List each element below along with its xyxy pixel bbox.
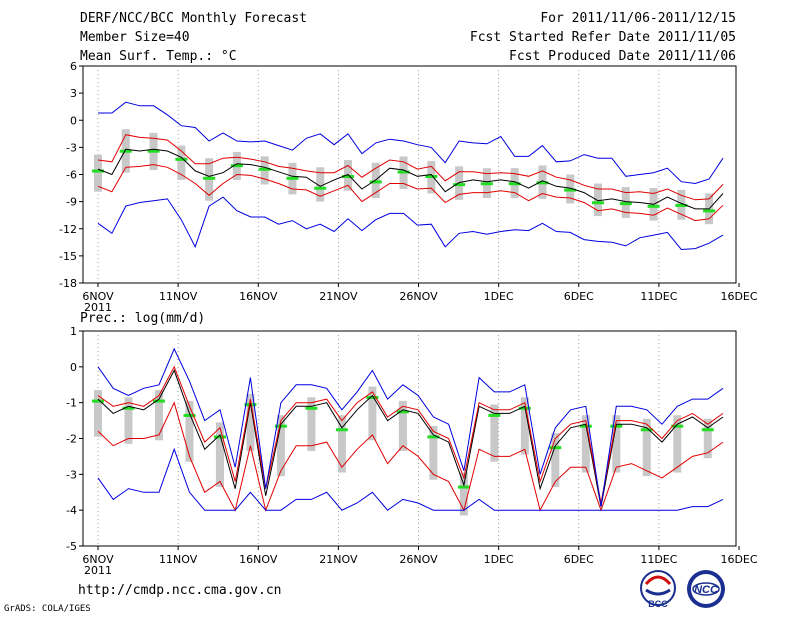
spread-bar — [429, 425, 438, 480]
produced-date: Fcst Produced Date 2011/11/06 — [509, 49, 736, 64]
series-line — [97, 369, 724, 507]
y-tick-label: 1 — [70, 325, 77, 338]
spread-bar — [276, 415, 285, 477]
x-tick-label: 11NOV — [159, 290, 198, 303]
series-line — [97, 347, 724, 507]
y-tick-label: 3 — [70, 87, 77, 100]
x-year-label: 2011 — [84, 564, 112, 577]
y-tick-label: -12 — [59, 223, 77, 236]
y-tick-label: 0 — [70, 114, 77, 127]
y-tick-label: -3 — [66, 141, 77, 154]
y-tick-label: 6 — [70, 60, 77, 73]
series-line — [97, 164, 724, 222]
y-tick-label: 0 — [70, 361, 77, 374]
spread-bar — [185, 400, 194, 462]
spread-bar — [124, 397, 133, 444]
spread-bar — [459, 472, 468, 516]
x-tick-label: 11DEC — [640, 553, 677, 566]
x-year-label: 2011 — [84, 301, 112, 314]
y-tick-label: -2 — [66, 433, 77, 446]
x-tick-label: 16NOV — [239, 290, 278, 303]
x-tick-label: 16DEC — [720, 553, 757, 566]
temp-variable-label: Mean Surf. Temp.: °C — [80, 49, 237, 64]
x-tick-label: 1DEC — [484, 553, 514, 566]
x-tick-label: 21NOV — [319, 553, 358, 566]
series-line — [97, 365, 724, 504]
spread-bar — [94, 154, 102, 192]
x-tick-label: 6DEC — [564, 290, 594, 303]
prec-variable-label: Prec.: log(mm/d) — [80, 311, 206, 326]
spread-bar — [215, 422, 224, 487]
x-tick-label: 21NOV — [319, 290, 358, 303]
y-tick-label: -18 — [59, 277, 77, 290]
spread-bar — [703, 418, 712, 459]
y-tick-label: -6 — [66, 169, 77, 182]
spread-bar — [642, 418, 651, 477]
chart-title: DERF/NCC/BCC Monthly Forecast — [80, 11, 307, 26]
spread-bar — [307, 397, 316, 452]
spread-bar — [673, 415, 682, 473]
y-tick-label: -4 — [66, 504, 77, 517]
bcc-logo: BCC — [640, 570, 676, 609]
spread-bar — [246, 393, 255, 452]
series-line — [97, 401, 724, 512]
x-tick-label: 6NOV — [82, 553, 114, 566]
spread-bar — [551, 433, 560, 487]
y-tick-label: -3 — [66, 468, 77, 481]
ncc-logo: NCC — [687, 570, 725, 608]
x-tick-label: 16NOV — [239, 553, 278, 566]
x-tick-label: 11NOV — [159, 553, 198, 566]
spread-bar — [337, 415, 346, 473]
x-tick-label: 11DEC — [640, 290, 677, 303]
y-tick-label: -9 — [66, 196, 77, 209]
x-tick-label: 16DEC — [720, 290, 757, 303]
spread-bar — [177, 145, 186, 180]
panel-temperature: -18 -15 -12 -9 -6 -3 0 3 6 6NOV 11NOV 16NOV 21NOV 26N… — [59, 60, 758, 314]
series-line — [97, 447, 724, 511]
spread-bar — [490, 404, 499, 462]
series-line — [97, 196, 724, 251]
spread-bar — [398, 400, 407, 452]
refer-date: Fcst Started Refer Date 2011/11/05 — [469, 30, 736, 45]
bcc-logo-text: BCC — [648, 599, 668, 609]
y-tick-label: -1 — [66, 397, 77, 410]
spread-bar — [154, 390, 163, 441]
spread-bar — [581, 415, 590, 473]
x-tick-label: 1DEC — [484, 290, 514, 303]
series-line — [98, 101, 724, 185]
spread-bar — [94, 390, 102, 437]
spread-bar — [520, 397, 529, 455]
forecast-period: For 2011/11/06-2011/12/15 — [540, 11, 736, 26]
x-tick-label: 26NOV — [399, 553, 438, 566]
spread-bar — [612, 415, 621, 473]
x-tick-label: 6DEC — [564, 553, 594, 566]
series-line — [97, 134, 724, 201]
spread-bar — [594, 183, 602, 217]
y-tick-label: -15 — [59, 250, 77, 263]
footer-url[interactable]: http://cmdp.ncc.cma.gov.cn — [78, 583, 282, 598]
spread-bar — [368, 386, 377, 441]
member-size: Member Size=40 — [80, 30, 190, 45]
x-tick-label: 6NOV — [82, 290, 114, 303]
x-tick-label: 26NOV — [399, 290, 438, 303]
series-line — [97, 148, 724, 210]
ncc-logo-text: NCC — [694, 584, 719, 596]
y-tick-label: -5 — [66, 540, 77, 553]
grads-credit: GrADS: COLA/IGES — [4, 604, 91, 614]
spread-bar — [316, 167, 325, 202]
logos: BCC NCC — [640, 570, 725, 609]
